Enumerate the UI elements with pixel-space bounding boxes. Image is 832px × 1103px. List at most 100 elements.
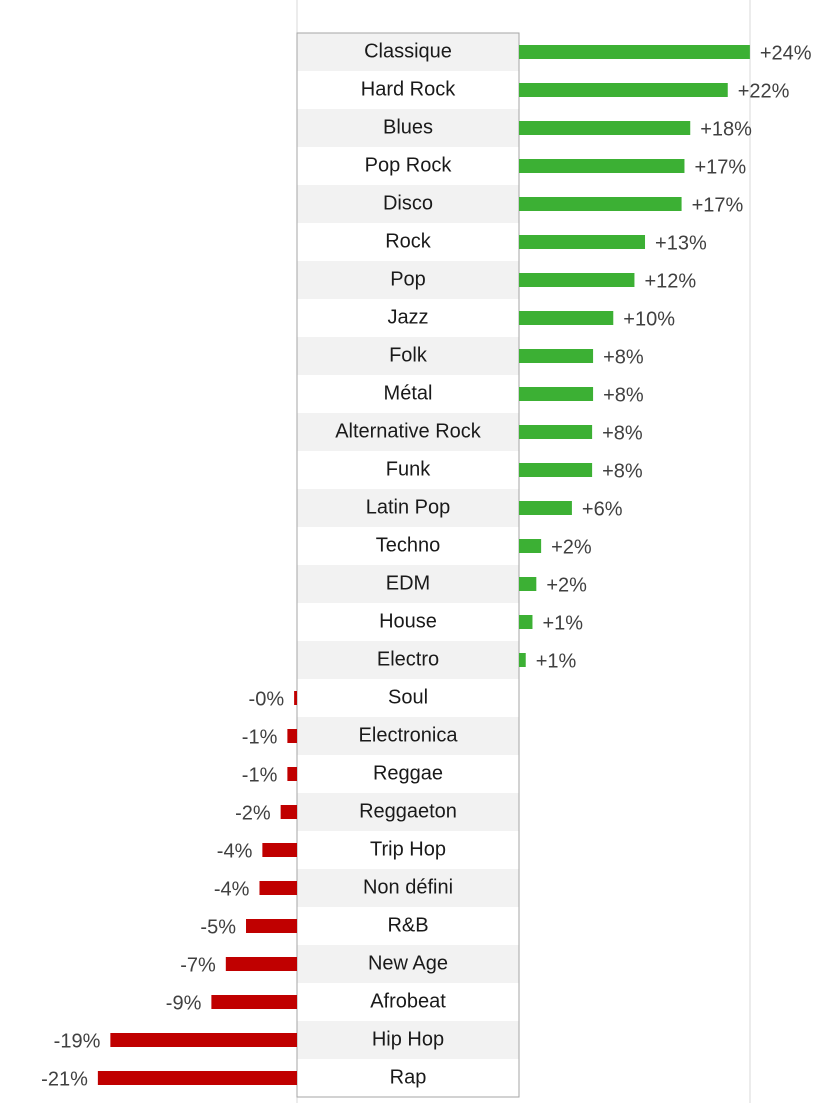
bar: [259, 881, 297, 895]
value-label: +12%: [644, 270, 696, 292]
category-label: Funk: [386, 458, 431, 480]
bar: [519, 197, 682, 211]
value-label: -7%: [180, 954, 216, 976]
bar: [97, 1071, 297, 1085]
value-label: +8%: [603, 384, 644, 406]
bar: [519, 83, 728, 97]
category-label: Latin Pop: [366, 496, 451, 518]
bar: [519, 349, 594, 363]
value-label: -5%: [200, 916, 236, 938]
row-band: [297, 945, 519, 983]
category-label: New Age: [368, 952, 448, 974]
category-label: Electronica: [359, 724, 459, 746]
category-label: Rap: [390, 1066, 427, 1088]
row-band: [297, 793, 519, 831]
value-label: -19%: [54, 1030, 101, 1052]
bar: [519, 653, 526, 667]
bar: [519, 463, 593, 477]
label-column: [296, 32, 520, 1098]
value-label: +8%: [603, 346, 644, 368]
row-band: [297, 337, 519, 375]
category-label: Non défini: [363, 876, 453, 898]
row-band: [297, 185, 519, 223]
bar: [519, 501, 572, 515]
category-label: Pop Rock: [365, 154, 453, 176]
value-label: +8%: [602, 422, 643, 444]
row-band: [297, 641, 519, 679]
category-label: Disco: [383, 192, 433, 214]
bar: [519, 539, 542, 553]
value-label: -1%: [242, 726, 278, 748]
bar: [519, 425, 593, 439]
value-label: -2%: [235, 802, 271, 824]
bar: [519, 159, 685, 173]
category-label: Reggae: [373, 762, 443, 784]
category-label: House: [379, 610, 437, 632]
row-band: [297, 565, 519, 603]
category-label: Trip Hop: [370, 838, 446, 860]
category-label: Blues: [383, 116, 433, 138]
value-label: +22%: [738, 80, 790, 102]
category-label: Alternative Rock: [335, 420, 482, 442]
row-band: [297, 489, 519, 527]
row-band: [297, 717, 519, 755]
row-band: [297, 33, 519, 71]
category-label: Techno: [376, 534, 441, 556]
value-label: +17%: [694, 156, 746, 178]
value-label: -1%: [242, 764, 278, 786]
bar: [519, 311, 614, 325]
bar: [287, 729, 297, 743]
value-label: +1%: [542, 612, 583, 634]
category-label: Hard Rock: [361, 78, 456, 100]
value-label: -4%: [214, 878, 250, 900]
row-band: [297, 109, 519, 147]
value-label: +6%: [582, 498, 623, 520]
category-label: Jazz: [387, 306, 428, 328]
value-label: +1%: [536, 650, 577, 672]
category-label: EDM: [386, 572, 430, 594]
value-label: -0%: [249, 688, 285, 710]
bar: [519, 121, 691, 135]
value-label: -4%: [217, 840, 253, 862]
value-label: -9%: [166, 992, 202, 1014]
value-label: +13%: [655, 232, 707, 254]
row-band: [297, 1021, 519, 1059]
bar: [287, 767, 297, 781]
value-label: +10%: [623, 308, 675, 330]
bar: [211, 995, 297, 1009]
value-label: +18%: [700, 118, 752, 140]
value-label: +8%: [602, 460, 643, 482]
value-label: +2%: [546, 574, 587, 596]
category-label: Soul: [388, 686, 428, 708]
row-band: [297, 261, 519, 299]
category-label: Pop: [390, 268, 426, 290]
bar: [294, 691, 297, 705]
category-label: Hip Hop: [372, 1028, 444, 1050]
bar: [110, 1033, 297, 1047]
bar: [519, 615, 533, 629]
value-label: +2%: [551, 536, 592, 558]
bar: [225, 957, 297, 971]
bar: [519, 387, 594, 401]
bar: [262, 843, 297, 857]
row-band: [297, 869, 519, 907]
category-label: Afrobeat: [370, 990, 446, 1012]
bar: [519, 273, 635, 287]
value-label: +17%: [692, 194, 744, 216]
bar: [246, 919, 297, 933]
category-label: Reggaeton: [359, 800, 457, 822]
category-label: Classique: [364, 40, 452, 62]
category-label: R&B: [387, 914, 428, 936]
row-band: [297, 413, 519, 451]
category-label: Electro: [377, 648, 439, 670]
bar: [519, 45, 750, 59]
bar: [280, 805, 297, 819]
value-label: -21%: [41, 1068, 88, 1090]
bar: [519, 577, 537, 591]
category-label: Métal: [384, 382, 433, 404]
value-label: +24%: [760, 42, 812, 64]
category-label: Rock: [385, 230, 432, 252]
category-label: Folk: [389, 344, 428, 366]
bar: [519, 235, 646, 249]
